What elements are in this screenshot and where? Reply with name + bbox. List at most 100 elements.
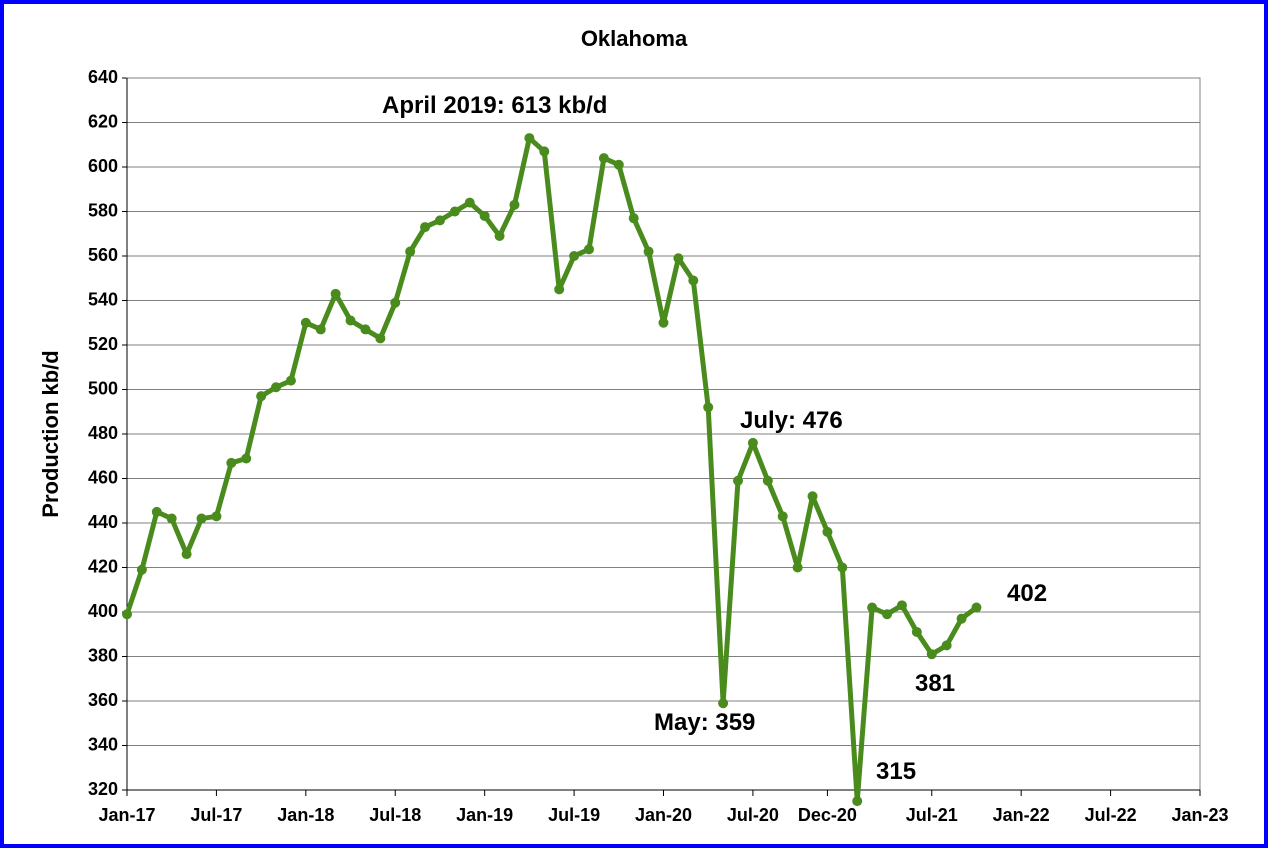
data-point: [911, 627, 922, 638]
x-tick-label: Jan-17: [98, 805, 155, 825]
data-point: [181, 549, 192, 560]
data-point: [956, 613, 967, 624]
data-point: [762, 475, 773, 486]
data-point: [449, 206, 460, 217]
x-tick-label: Jul-19: [548, 805, 600, 825]
y-tick-label: 360: [88, 690, 118, 710]
annotation: July: 476: [740, 407, 843, 434]
y-tick-label: 420: [88, 556, 118, 576]
data-point: [375, 333, 386, 344]
data-point: [688, 275, 699, 286]
data-point: [509, 199, 520, 210]
data-point: [882, 609, 893, 620]
y-tick-label: 380: [88, 645, 118, 665]
annotation: April 2019: 613 kb/d: [382, 92, 607, 119]
x-tick-label: Jul-21: [906, 805, 958, 825]
data-point: [464, 197, 475, 208]
data-point: [747, 437, 758, 448]
annotation: 402: [1007, 580, 1047, 607]
data-point: [136, 564, 147, 575]
data-point: [345, 315, 356, 326]
y-tick-label: 460: [88, 467, 118, 487]
data-point: [658, 317, 669, 328]
data-point: [315, 324, 326, 335]
data-point: [434, 215, 445, 226]
data-point: [271, 382, 282, 393]
data-point: [360, 324, 371, 335]
x-tick-label: Dec-20: [798, 805, 857, 825]
data-point: [703, 402, 714, 413]
x-tick-label: Jul-20: [727, 805, 779, 825]
y-tick-label: 480: [88, 423, 118, 443]
x-tick-label: Jan-20: [635, 805, 692, 825]
data-point: [554, 284, 565, 295]
x-tick-label: Jan-23: [1171, 805, 1228, 825]
data-point: [196, 513, 207, 524]
data-point: [330, 288, 341, 299]
y-tick-label: 640: [88, 67, 118, 87]
data-point: [256, 391, 267, 402]
annotation: 381: [915, 670, 955, 697]
data-point: [852, 796, 863, 807]
data-point: [673, 253, 684, 264]
data-point: [792, 562, 803, 573]
y-axis-label: Production kb/d: [38, 350, 63, 517]
y-tick-label: 520: [88, 334, 118, 354]
y-tick-label: 400: [88, 601, 118, 621]
data-point: [479, 210, 490, 221]
data-point: [867, 602, 878, 613]
data-point: [598, 153, 609, 164]
y-tick-label: 620: [88, 111, 118, 131]
y-tick-label: 340: [88, 734, 118, 754]
x-tick-label: Jul-22: [1085, 805, 1137, 825]
data-point: [643, 246, 654, 257]
series-line: [124, 135, 978, 804]
x-tick-label: Jan-18: [277, 805, 334, 825]
x-tick-label: Jan-19: [456, 805, 513, 825]
chart-title: Oklahoma: [581, 26, 688, 51]
data-point: [822, 526, 833, 537]
annotation: May: 359: [654, 709, 755, 736]
x-tick-label: Jul-17: [190, 805, 242, 825]
data-point: [583, 244, 594, 255]
data-point: [241, 453, 252, 464]
data-point: [628, 213, 639, 224]
data-point: [494, 230, 505, 241]
data-point: [837, 562, 848, 573]
data-point: [122, 609, 132, 620]
data-point: [569, 251, 580, 261]
data-point: [971, 602, 982, 613]
x-tick-label: Jan-22: [993, 805, 1050, 825]
y-tick-label: 580: [88, 200, 118, 220]
annotation: 315: [876, 758, 916, 785]
data-point: [151, 506, 162, 517]
data-point: [539, 146, 550, 157]
data-point: [226, 457, 237, 468]
data-point: [941, 640, 952, 651]
y-tick-label: 600: [88, 156, 118, 176]
x-tick-label: Jul-18: [369, 805, 421, 825]
data-point: [300, 317, 311, 328]
data-point: [613, 159, 624, 170]
data-point: [777, 511, 788, 522]
data-point: [211, 511, 222, 522]
y-tick-label: 440: [88, 512, 118, 532]
data-point: [807, 491, 818, 502]
y-tick-label: 540: [88, 289, 118, 309]
data-point: [896, 600, 907, 611]
data-point: [524, 133, 535, 144]
data-point: [285, 375, 296, 386]
data-point: [926, 649, 937, 660]
y-tick-label: 320: [88, 779, 118, 799]
data-point: [718, 698, 729, 709]
data-point: [733, 475, 744, 486]
y-tick-label: 560: [88, 245, 118, 265]
y-tick-label: 500: [88, 378, 118, 398]
data-point: [405, 246, 416, 257]
data-point: [390, 297, 401, 308]
data-point: [166, 513, 177, 524]
data-point: [420, 222, 431, 233]
